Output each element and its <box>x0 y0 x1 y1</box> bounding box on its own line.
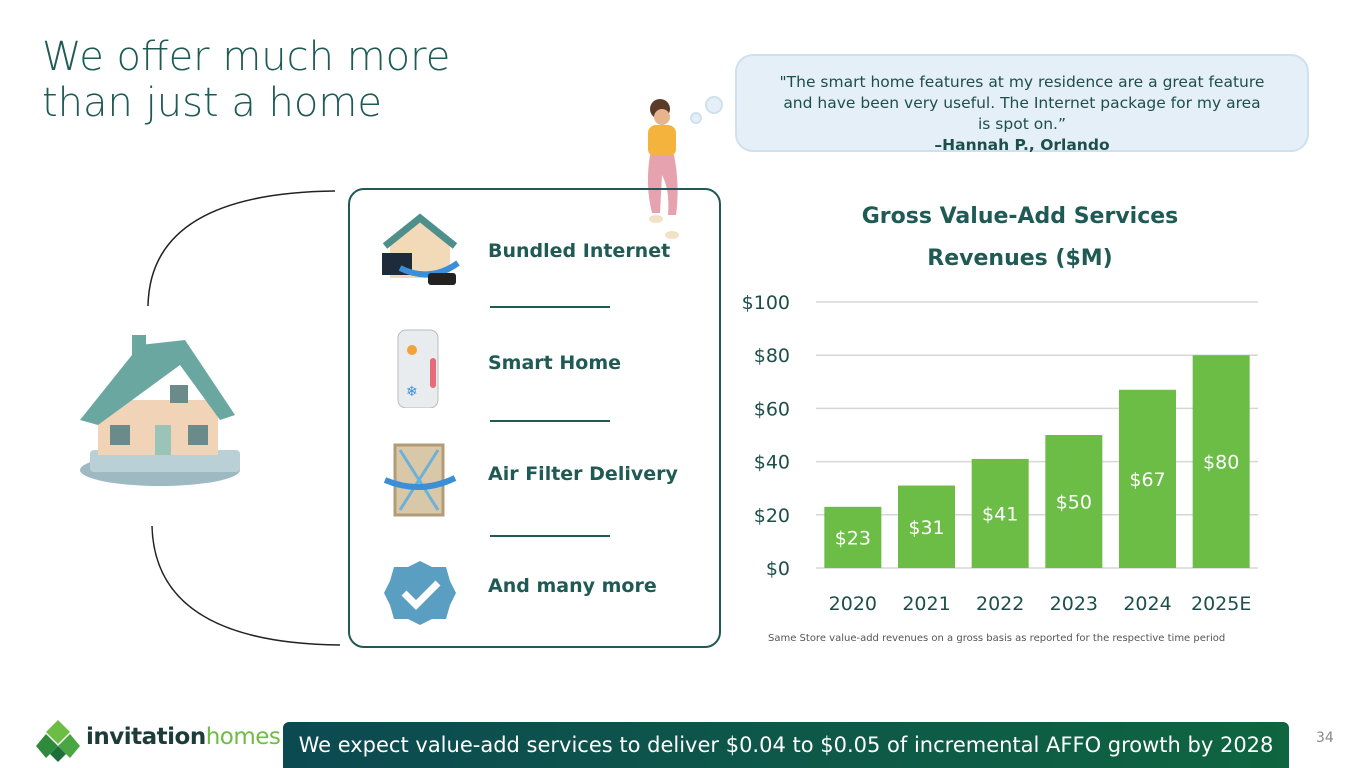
bar <box>1119 389 1176 568</box>
testimonial-bubble: "The smart home features at my residence… <box>735 54 1309 154</box>
service-bundled-internet: Bundled Internet <box>488 240 671 262</box>
y-tick-label: $0 <box>766 558 790 580</box>
y-tick-label: $100 <box>742 292 790 314</box>
chart-title: Gross Value-Add Services Revenues ($M) <box>861 204 1179 271</box>
bar <box>824 506 882 568</box>
key-takeaway-banner: We expect value-add services to deliver … <box>283 722 1289 768</box>
divider <box>490 420 610 422</box>
divider <box>490 306 610 308</box>
chart-footnote: Same Store value-add revenues on a gross… <box>768 633 1226 644</box>
testimonial-quote: "The smart home features at my residence… <box>779 73 1265 133</box>
service-and-many-more: And many more <box>488 575 657 597</box>
x-tick-label: 2021 <box>902 593 950 615</box>
brand-logo: invitationhomes <box>86 724 281 750</box>
invitation-homes-logo-icon <box>36 720 80 762</box>
bar <box>1192 355 1250 568</box>
bar-data-label: $80 <box>1203 452 1239 474</box>
air-filter-icon <box>383 443 457 517</box>
page-title: We offer much more than just a home <box>42 34 451 126</box>
woman-illustration <box>647 99 679 239</box>
testimonial-author: –Hannah P., Orlando <box>934 136 1110 154</box>
connector-arcs <box>147 190 341 646</box>
thought-bubble-dot <box>705 96 723 114</box>
y-tick-label: $40 <box>754 452 790 474</box>
bar <box>971 458 1029 568</box>
house-icon <box>80 335 240 486</box>
bar-data-label: $50 <box>1056 492 1092 514</box>
svg-text:❄: ❄ <box>406 384 418 400</box>
x-tick-label: 2025E <box>1191 593 1251 615</box>
bar-chart: $0 $20 $40 $60 $80 $100 $23 2020 $31 2021 $41 2022 $… <box>742 292 1258 615</box>
brand-name-2: homes <box>205 724 281 750</box>
bar <box>1045 435 1103 568</box>
y-tick-label: $80 <box>754 345 790 367</box>
y-tick-label: $60 <box>754 398 790 420</box>
services-card <box>348 188 721 648</box>
x-tick-label: 2024 <box>1123 593 1171 615</box>
divider <box>490 535 610 537</box>
house-internet-icon <box>382 213 460 285</box>
bar-data-label: $31 <box>908 517 944 539</box>
x-tick-label: 2023 <box>1050 593 1098 615</box>
page-number: 34 <box>1316 730 1334 746</box>
x-tick-label: 2022 <box>976 593 1024 615</box>
bar <box>898 485 955 568</box>
checkmark-badge-icon <box>384 561 456 625</box>
bar-data-label: $67 <box>1129 469 1165 491</box>
y-tick-label: $20 <box>754 505 790 527</box>
bar-data-label: $23 <box>835 527 871 549</box>
smartphone-thermostat-icon: ❄ <box>397 329 439 408</box>
thought-bubble-dot <box>690 112 702 124</box>
brand-name: invitation <box>86 724 206 750</box>
bar-data-label: $41 <box>982 503 1018 525</box>
service-smart-home: Smart Home <box>488 352 622 374</box>
service-air-filter-delivery: Air Filter Delivery <box>488 463 678 485</box>
x-tick-label: 2020 <box>829 593 877 615</box>
